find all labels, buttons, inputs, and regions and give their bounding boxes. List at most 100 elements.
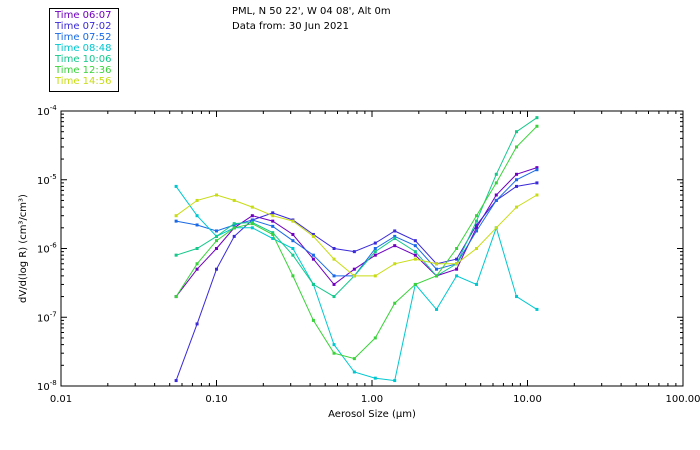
series-point xyxy=(455,267,459,271)
series-point xyxy=(515,205,519,209)
series-point xyxy=(515,184,519,188)
series-point xyxy=(475,282,479,286)
series-point xyxy=(535,307,539,311)
series-point xyxy=(250,205,254,209)
series-point xyxy=(475,226,479,230)
series-point xyxy=(332,274,336,278)
series-point xyxy=(373,376,377,380)
series-point xyxy=(174,184,178,188)
series-point xyxy=(393,234,397,238)
series-point xyxy=(373,274,377,278)
series-point xyxy=(494,226,498,230)
series-point xyxy=(291,239,295,243)
series-point xyxy=(195,247,199,250)
series-point xyxy=(373,336,377,340)
series-point xyxy=(311,318,315,322)
series-point xyxy=(515,172,519,176)
plot-frame xyxy=(60,110,684,387)
series-point xyxy=(232,222,236,226)
series-point xyxy=(195,322,199,326)
series-point xyxy=(413,282,417,286)
legend-item: Time 07:02 xyxy=(55,21,112,32)
y-tick-label: 10-4 xyxy=(37,104,57,118)
series-point xyxy=(195,267,199,271)
y-tick-label: 10-6 xyxy=(37,242,57,256)
series-point xyxy=(393,262,397,266)
series-point xyxy=(271,219,275,223)
series-point xyxy=(174,214,178,218)
series-point xyxy=(352,250,356,254)
series-point xyxy=(455,262,459,266)
x-axis-label: Aerosol Size (µm) xyxy=(328,409,416,420)
series-point xyxy=(271,211,275,215)
series-point xyxy=(311,232,315,236)
series-line xyxy=(175,186,538,382)
series-point xyxy=(271,232,275,236)
series-point xyxy=(311,257,315,261)
series-point xyxy=(215,229,218,233)
series-point xyxy=(215,193,218,197)
series-point xyxy=(413,257,417,261)
legend-item: Time 10:06 xyxy=(55,54,112,65)
series-point xyxy=(291,232,295,236)
series-point xyxy=(332,295,336,299)
series-point xyxy=(494,172,498,176)
series-point xyxy=(250,226,254,230)
series-point xyxy=(455,247,459,250)
series-point xyxy=(413,244,417,248)
series-point xyxy=(475,223,479,227)
series-point xyxy=(475,219,479,223)
series-point xyxy=(215,247,218,250)
series-point xyxy=(195,198,199,202)
series-point xyxy=(332,282,336,286)
series-point xyxy=(475,214,479,218)
series-point xyxy=(535,124,539,128)
series-point xyxy=(535,193,539,197)
series-point xyxy=(352,370,356,374)
series-point xyxy=(494,181,498,185)
series-point xyxy=(494,198,498,202)
series-point xyxy=(332,257,336,261)
series-point xyxy=(413,239,417,243)
legend-item: Time 07:52 xyxy=(55,32,112,43)
series-point xyxy=(435,274,439,278)
series-point xyxy=(352,267,356,271)
series-point xyxy=(373,250,377,254)
series-point xyxy=(393,379,397,383)
y-tick-label: 10-7 xyxy=(37,310,57,324)
series-point xyxy=(515,145,519,149)
chart-subtitle: Data from: 30 Jun 2021 xyxy=(232,21,350,32)
series-point xyxy=(332,351,336,355)
chart-title: PML, N 50 22', W 04 08', Alt 0m xyxy=(232,6,391,17)
series-point xyxy=(435,307,439,311)
series-point xyxy=(535,116,539,120)
series-point xyxy=(291,253,295,257)
series-point xyxy=(195,223,199,227)
series-point xyxy=(271,214,275,218)
series-point xyxy=(311,282,315,286)
series-point xyxy=(393,301,397,305)
series-point xyxy=(393,229,397,233)
series-point xyxy=(215,267,218,271)
series-point xyxy=(271,224,275,228)
series-point xyxy=(174,219,178,223)
series-point xyxy=(393,236,397,240)
x-tick-label: 1.00 xyxy=(361,394,383,405)
series-point xyxy=(174,379,178,383)
x-tick-label: 0.10 xyxy=(205,394,227,405)
series-point xyxy=(271,231,275,235)
series-point xyxy=(195,262,199,266)
series-point xyxy=(232,226,236,230)
series-point xyxy=(475,247,479,250)
series-line xyxy=(175,182,537,381)
series-point xyxy=(174,253,178,257)
series-point xyxy=(373,253,377,257)
series-line xyxy=(175,117,538,298)
series-line xyxy=(175,167,538,297)
y-axis-label: dV/d(log R) (cm³/cm³) xyxy=(18,194,29,303)
series-point xyxy=(435,267,439,271)
chart-header: PML, N 50 22', W 04 08', Alt 0m Data fro… xyxy=(232,4,391,34)
series-point xyxy=(311,253,315,257)
series-point xyxy=(373,247,377,250)
